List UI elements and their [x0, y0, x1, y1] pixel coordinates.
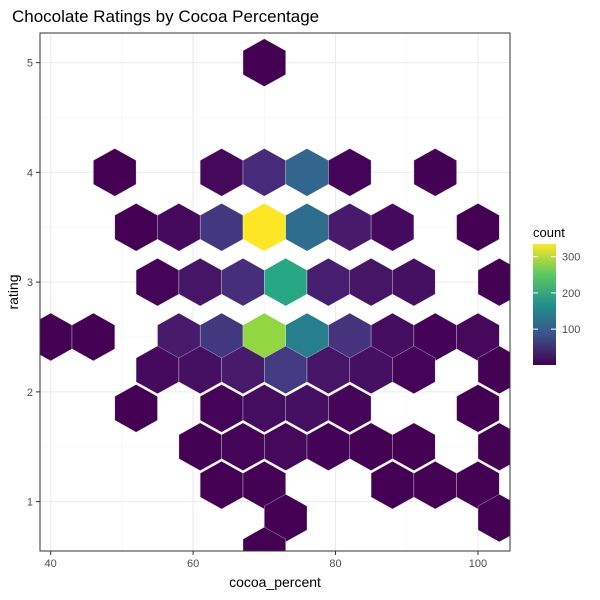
legend-tick-label: 100 [562, 324, 580, 336]
legend-title: count [533, 225, 565, 240]
hexbin-cell [456, 384, 500, 433]
hexbin-cell [93, 148, 137, 197]
y-tick-label: 2 [27, 387, 33, 399]
hexbin-cell [242, 38, 286, 87]
plot-border [39, 32, 511, 552]
legend: count 100 200 300 [533, 225, 580, 365]
hexbin-cell [477, 494, 510, 543]
legend-tick-label: 300 [562, 252, 580, 264]
legend-ticks: 100 200 300 [533, 252, 580, 336]
hexbin-cell [370, 203, 415, 252]
x-tick-label: 100 [469, 558, 487, 570]
legend-tick-label: 200 [562, 288, 580, 300]
y-tick-label: 5 [27, 58, 33, 70]
hexbin-cell [114, 384, 158, 433]
chart-title: Chocolate Ratings by Cocoa Percentage [12, 7, 319, 26]
x-tick-label: 80 [329, 558, 341, 570]
hexbin-cell [456, 203, 500, 252]
y-axis-title: rating [5, 274, 21, 309]
hexbin-cell [328, 384, 372, 433]
hexbin-cell [392, 345, 436, 394]
x-axis-title: cocoa_percent [229, 574, 321, 590]
hexbin-cell [477, 258, 510, 307]
x-tick-label: 40 [45, 558, 57, 570]
x-tick-label: 60 [187, 558, 199, 570]
y-tick-label: 3 [27, 277, 33, 289]
y-axis: 1 2 3 4 5 [27, 58, 40, 509]
hexbin-cell [71, 312, 115, 362]
hexbin-cell [477, 345, 510, 394]
y-tick-label: 1 [27, 497, 33, 509]
x-axis: 40 60 80 100 [45, 551, 487, 570]
hexbin-cell [477, 422, 510, 471]
hexbin-cell [413, 148, 457, 197]
hexbin-cell [328, 148, 372, 197]
hexbin-cell [242, 526, 286, 551]
hexbin-cell [392, 258, 436, 307]
hexbin-cell [392, 422, 436, 471]
hex-layer [40, 38, 510, 551]
y-tick-label: 4 [27, 167, 33, 179]
legend-colorbar [533, 244, 556, 365]
